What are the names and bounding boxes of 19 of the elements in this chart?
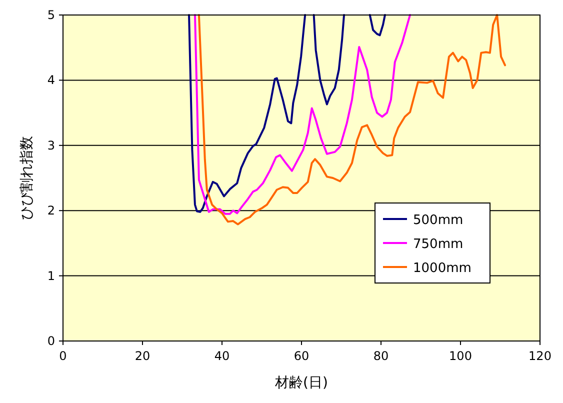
y-tick-label: 2	[47, 204, 55, 218]
x-tick-label: 0	[59, 349, 67, 363]
y-tick-label: 4	[47, 73, 55, 88]
x-tick-label: 60	[294, 349, 310, 363]
y-tick-label: 0	[47, 334, 55, 348]
x-tick-label: 120	[528, 349, 552, 363]
legend-label: 750mm	[413, 237, 464, 252]
line-series	[198, 14, 506, 226]
y-tick-label: 3	[47, 138, 55, 152]
y-axis-title: ひび割れ指数	[19, 136, 35, 220]
x-tick-label: 20	[134, 349, 150, 363]
y-tick-label: 1	[47, 268, 55, 283]
x-tick-label: 100	[449, 349, 472, 363]
legend-label: 1000mm	[413, 261, 472, 276]
x-axis-title: 材齢(日)	[274, 375, 328, 391]
legend-label: 500mm	[413, 213, 464, 228]
x-tick-label: 80	[373, 349, 389, 363]
y-tick-label: 5	[47, 8, 55, 22]
x-tick-label: 40	[214, 349, 230, 363]
